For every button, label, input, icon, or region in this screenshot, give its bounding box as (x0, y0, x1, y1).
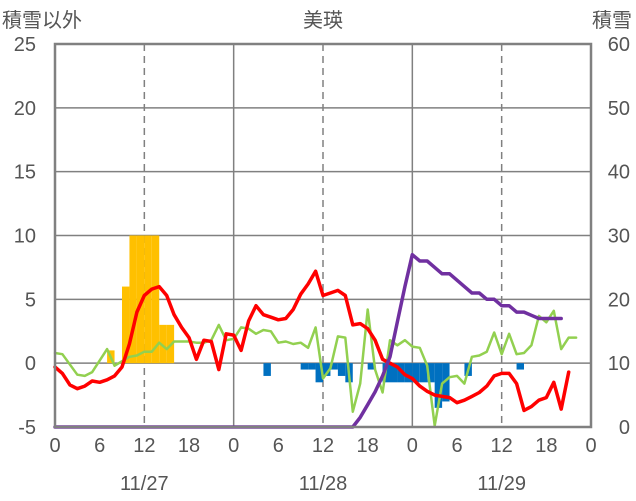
snowfall-bar (367, 363, 376, 370)
snowfall-bar (390, 363, 398, 383)
left-tick-label: -5 (18, 417, 36, 439)
plot-frame (53, 42, 593, 429)
snowfall-bar (122, 286, 130, 364)
wind-line (53, 308, 578, 427)
x-tick-label: 6 (273, 435, 284, 457)
snowfall-bar (159, 324, 167, 364)
x-tick-label: 0 (585, 435, 596, 457)
snowfall-bar (516, 363, 524, 370)
right-tick-label: 0 (619, 417, 630, 439)
date-label: 11/27 (120, 473, 169, 495)
right-tick-label: 30 (608, 226, 630, 248)
x-tick-label: 0 (228, 435, 239, 457)
left-axis-ticks: 25 20 15 10 5 0 -5 (14, 34, 36, 439)
right-tick-label: 10 (608, 353, 630, 375)
chart-title: 美瑛 (303, 8, 343, 32)
x-tick-label: 0 (407, 435, 418, 457)
snowfall-bar (323, 363, 331, 376)
snowfall-bar (151, 235, 160, 364)
snowfall-bar (300, 363, 309, 370)
snowfall-bar (308, 363, 316, 370)
x-tick-label: 18 (535, 435, 557, 457)
left-tick-label: 25 (14, 34, 36, 56)
snowfall-bar (263, 363, 271, 376)
snowfall-bar (315, 363, 323, 383)
left-axis-label: 積雪以外 (2, 8, 82, 32)
right-tick-label: 50 (608, 98, 630, 120)
date-labels: 11/27 11/28 11/29 (120, 473, 526, 495)
date-label: 11/28 (299, 473, 348, 495)
x-tick-label: 12 (133, 435, 155, 457)
x-tick-label: 12 (491, 435, 513, 457)
left-tick-label: 15 (14, 162, 36, 184)
right-axis-label: 積雪 (592, 8, 632, 32)
x-axis-ticks: 0 6 12 18 0 6 12 18 0 6 12 18 0 (49, 435, 596, 457)
left-tick-label: 0 (25, 353, 36, 375)
x-tick-label: 18 (357, 435, 379, 457)
x-tick-label: 18 (178, 435, 200, 457)
snowfall-bar (337, 363, 346, 376)
x-tick-label: 0 (49, 435, 60, 457)
x-tick-label: 6 (451, 435, 462, 457)
x-tick-label: 12 (312, 435, 334, 457)
snowfall-bar (442, 363, 450, 402)
date-label: 11/29 (477, 473, 526, 495)
snowfall-bar (419, 363, 428, 383)
snow-depth-line (53, 252, 563, 429)
snowfall-bar (404, 363, 413, 383)
snowfall-bar (427, 363, 435, 383)
right-tick-label: 20 (608, 289, 630, 311)
snowfall-bar (129, 235, 137, 364)
left-tick-label: 5 (25, 289, 36, 311)
snowfall-bar (412, 363, 420, 383)
temperature-line (53, 269, 571, 413)
series-lines (53, 252, 578, 429)
snowfall-bar (434, 363, 443, 408)
snowfall-bar (144, 235, 152, 364)
snowfall-bar (330, 363, 338, 370)
x-tick-label: 6 (94, 435, 105, 457)
right-tick-label: 40 (608, 162, 630, 184)
left-tick-label: 10 (14, 226, 36, 248)
right-axis-ticks: 60 50 40 30 20 10 0 (608, 34, 630, 439)
left-tick-label: 20 (14, 98, 36, 120)
right-tick-label: 60 (608, 34, 630, 56)
snowfall-bar (136, 235, 145, 364)
